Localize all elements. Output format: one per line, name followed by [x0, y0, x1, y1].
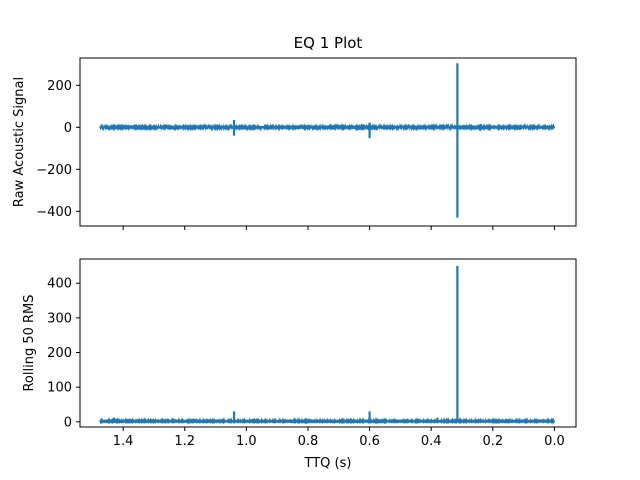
y-tick-label: 0: [64, 121, 72, 136]
y-tick-label: 100: [47, 381, 72, 396]
rolling-rms-axes-frame: [79, 258, 577, 428]
x-tick-label: 1.4: [113, 434, 134, 449]
x-tick-label: 1.2: [174, 434, 195, 449]
rolling-rms-y-axis-label: Rolling 50 RMS: [22, 294, 37, 391]
rolling-rms-y-ticks: 400 300 200 100 0: [47, 277, 80, 430]
subplot-raw-acoustic-signal: EQ 1 Plot 200 0 −200 −400 Raw Acoustic Sign…: [12, 34, 577, 230]
y-tick-label: 200: [47, 79, 72, 94]
raw-signal-x-ticks: [122, 226, 555, 230]
x-tick-label: 0.8: [298, 434, 319, 449]
x-axis-label: TTQ (s): [304, 456, 352, 471]
raw-signal-y-ticks: 200 0 −200 −400: [36, 79, 80, 220]
subplot-rolling-rms: 400 300 200 100 0 1.4 1.2 1.0 0.8 0.6 0.4 0.2 0.0 R…: [22, 258, 577, 471]
raw-signal-axes-frame: [79, 57, 577, 227]
y-tick-label: −400: [36, 205, 72, 220]
x-tick-label: 0.6: [359, 434, 380, 449]
rolling-rms-series: [99, 265, 556, 425]
raw-signal-series: [99, 63, 556, 218]
y-tick-label: 400: [47, 277, 72, 292]
y-tick-label: 300: [47, 311, 72, 326]
raw-signal-y-axis-label: Raw Acoustic Signal: [12, 77, 27, 207]
chart-title: EQ 1 Plot: [294, 34, 363, 52]
y-tick-label: 200: [47, 346, 72, 361]
x-tick-label: 0.2: [482, 434, 503, 449]
x-tick-label: 0.4: [421, 434, 442, 449]
x-tick-label: 1.0: [236, 434, 257, 449]
y-tick-label: 0: [64, 415, 72, 430]
rolling-rms-x-ticks: 1.4 1.2 1.0 0.8 0.6 0.4 0.2 0.0: [113, 427, 565, 449]
y-tick-label: −200: [36, 163, 72, 178]
x-tick-label: 0.0: [544, 434, 565, 449]
